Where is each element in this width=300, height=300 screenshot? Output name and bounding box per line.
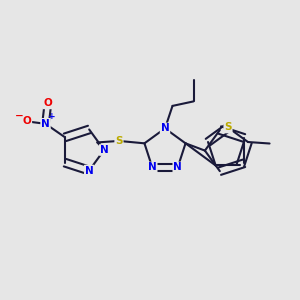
Text: N: N xyxy=(85,166,94,176)
Text: S: S xyxy=(224,122,232,133)
Text: −: − xyxy=(15,111,24,121)
Text: N: N xyxy=(100,145,109,155)
Text: N: N xyxy=(148,163,157,172)
Text: O: O xyxy=(44,98,52,108)
Text: +: + xyxy=(48,112,56,121)
Text: S: S xyxy=(115,136,123,146)
Text: N: N xyxy=(160,123,169,134)
Text: O: O xyxy=(22,116,31,126)
Text: N: N xyxy=(41,119,50,129)
Text: N: N xyxy=(173,163,182,172)
